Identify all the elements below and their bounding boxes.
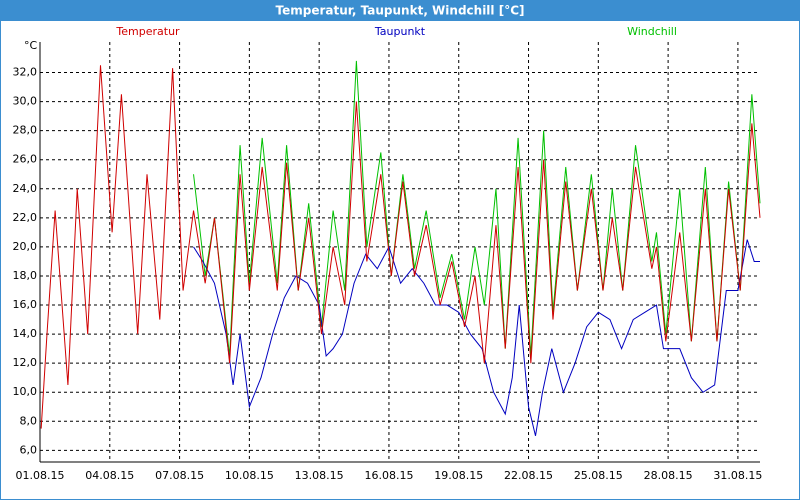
x-tick-label: 28.08.15 bbox=[644, 469, 693, 482]
x-tick-label: 16.08.15 bbox=[364, 469, 413, 482]
y-tick-label: 10,0 bbox=[13, 385, 38, 398]
y-tick-label: 14,0 bbox=[13, 327, 38, 340]
x-tick-label: 19.08.15 bbox=[434, 469, 483, 482]
legend-entry: Windchill bbox=[627, 25, 677, 38]
y-tick-label: 28,0 bbox=[13, 124, 38, 137]
series-line bbox=[193, 60, 761, 356]
y-tick-label: 18,0 bbox=[13, 269, 38, 282]
series-line bbox=[193, 239, 760, 436]
title-bar bbox=[0, 0, 800, 21]
y-tick-label: 24,0 bbox=[13, 182, 38, 195]
plot-area bbox=[40, 42, 760, 462]
legend-entry: Taupunkt bbox=[374, 25, 426, 38]
y-tick-label: 22,0 bbox=[13, 211, 38, 224]
x-tick-label: 13.08.15 bbox=[295, 469, 344, 482]
x-tick-label: 04.08.15 bbox=[85, 469, 134, 482]
y-tick-label: 26,0 bbox=[13, 153, 38, 166]
y-tick-label: 20,0 bbox=[13, 240, 38, 253]
y-tick-label: 16,0 bbox=[13, 298, 38, 311]
series-line bbox=[40, 65, 761, 429]
legend-entry: Temperatur bbox=[115, 25, 180, 38]
x-tick-label: 01.08.15 bbox=[16, 469, 65, 482]
x-tick-label: 07.08.15 bbox=[155, 469, 204, 482]
chart-title: Temperatur, Taupunkt, Windchill [°C] bbox=[276, 4, 525, 18]
y-tick-label: 6,0 bbox=[20, 443, 38, 456]
x-tick-label: 10.08.15 bbox=[225, 469, 274, 482]
x-tick-label: 25.08.15 bbox=[574, 469, 623, 482]
y-tick-label: 8,0 bbox=[20, 414, 38, 427]
y-tick-label: 32,0 bbox=[13, 66, 38, 79]
y-unit: °C bbox=[24, 39, 38, 52]
y-tick-label: 12,0 bbox=[13, 356, 38, 369]
x-tick-label: 22.08.15 bbox=[504, 469, 553, 482]
x-tick-label: 31.08.15 bbox=[713, 469, 762, 482]
y-tick-label: 30,0 bbox=[13, 95, 38, 108]
